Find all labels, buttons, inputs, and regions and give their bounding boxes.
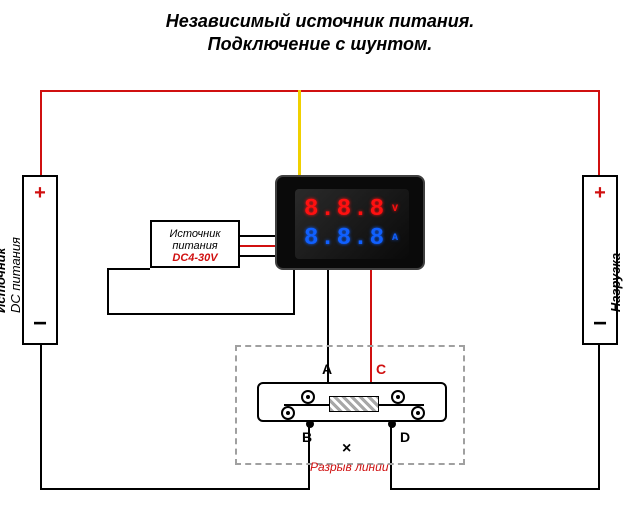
wire-bottom-left [40,488,310,490]
wire-load-minus-vert [598,345,600,490]
diagram-title: Независимый источник питания. Подключени… [0,0,640,57]
shunt-label-A: A [322,361,332,377]
title-line-1: Независимый источник питания. [0,10,640,33]
voltage-reading: 8.8.8 V [304,196,400,223]
load-plus-icon: + [584,182,616,205]
shunt-terminal-A [301,390,315,404]
source-minus-icon: − [24,310,56,338]
source-labels: Источник DC питания [0,237,23,313]
shunt-resistor-icon [329,396,379,412]
wire-psu-black [240,235,275,237]
shunt-body [257,382,447,422]
load-minus-icon: − [584,310,616,338]
shunt-label-C: C [376,361,386,377]
shunt-label-D: D [400,429,410,445]
load-label: Нагрузка [608,253,623,312]
source-plus-icon: + [24,182,56,205]
volt-amp-meter: 8.8.8 V 8.8.8 A [275,175,425,270]
junction-dot-D [388,420,396,428]
wire-source-minus-vert [40,345,42,490]
shunt-terminal-C [391,390,405,404]
psu-line1: Источник [152,228,238,240]
wire-psu-out-right [107,268,150,270]
current-unit: A [392,233,400,244]
wire-psu-red [240,245,275,247]
wire-source-plus-vert [40,90,42,175]
junction-dot-B [306,420,314,428]
psu-line2: питания [152,240,238,252]
shunt-terminal-B [281,406,295,420]
meter-screen: 8.8.8 V 8.8.8 A [295,189,409,259]
wire-load-plus-vert [598,90,600,175]
shunt-label-B: B [302,429,312,445]
load-label-text: Нагрузка [608,253,623,312]
dc-source-block: + − [22,175,58,345]
source-sublabel-text: DC питания [8,237,23,313]
wire-top-red [40,90,600,92]
psu-line3: DC4-30V [152,252,238,264]
wire-bottom-right [390,488,600,490]
psu-box: Источник питания DC4-30V [150,220,240,268]
wire-psu-out-up [107,268,109,315]
wire-yellow-vert [298,90,301,175]
voltage-unit: V [392,204,400,215]
source-label-text: Источник [0,248,8,313]
current-reading: 8.8.8 A [304,225,400,252]
line-break-icon: × [342,440,351,458]
current-digits: 8.8.8 [304,225,386,252]
shunt-terminal-D [411,406,425,420]
line-break-label: Разрыв линии [310,460,389,474]
wire-psu-out-left [107,313,295,315]
voltage-digits: 8.8.8 [304,196,386,223]
title-line-2: Подключение с шунтом. [0,33,640,56]
